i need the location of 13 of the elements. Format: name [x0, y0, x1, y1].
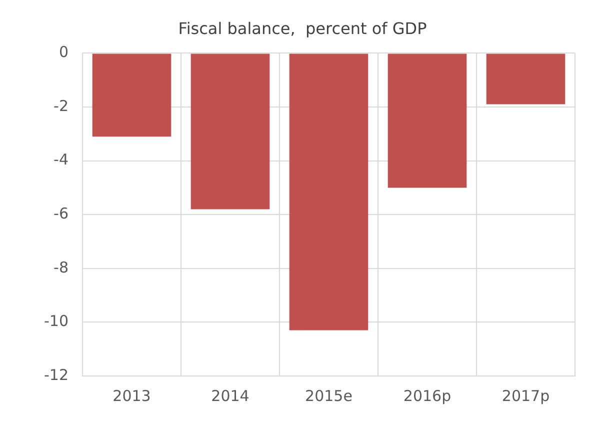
x-tick-label: 2017p [502, 386, 550, 405]
y-tick-label: -8 [54, 258, 68, 276]
x-tick-label: 2014 [211, 386, 250, 405]
y-tick-label: -12 [44, 366, 68, 384]
y-tick-label: -10 [44, 312, 68, 330]
x-tick-label: 2013 [112, 386, 151, 405]
y-tick-label: -6 [54, 204, 68, 222]
chart-title: Fiscal balance, percent of GDP [178, 18, 428, 38]
y-tick-label: -4 [54, 150, 68, 169]
x-tick-label: 2016p [403, 386, 452, 405]
y-tick-label: -2 [54, 96, 68, 115]
x-tick-label: 2015e [305, 386, 352, 405]
y-tick-label: 0 [58, 43, 68, 62]
